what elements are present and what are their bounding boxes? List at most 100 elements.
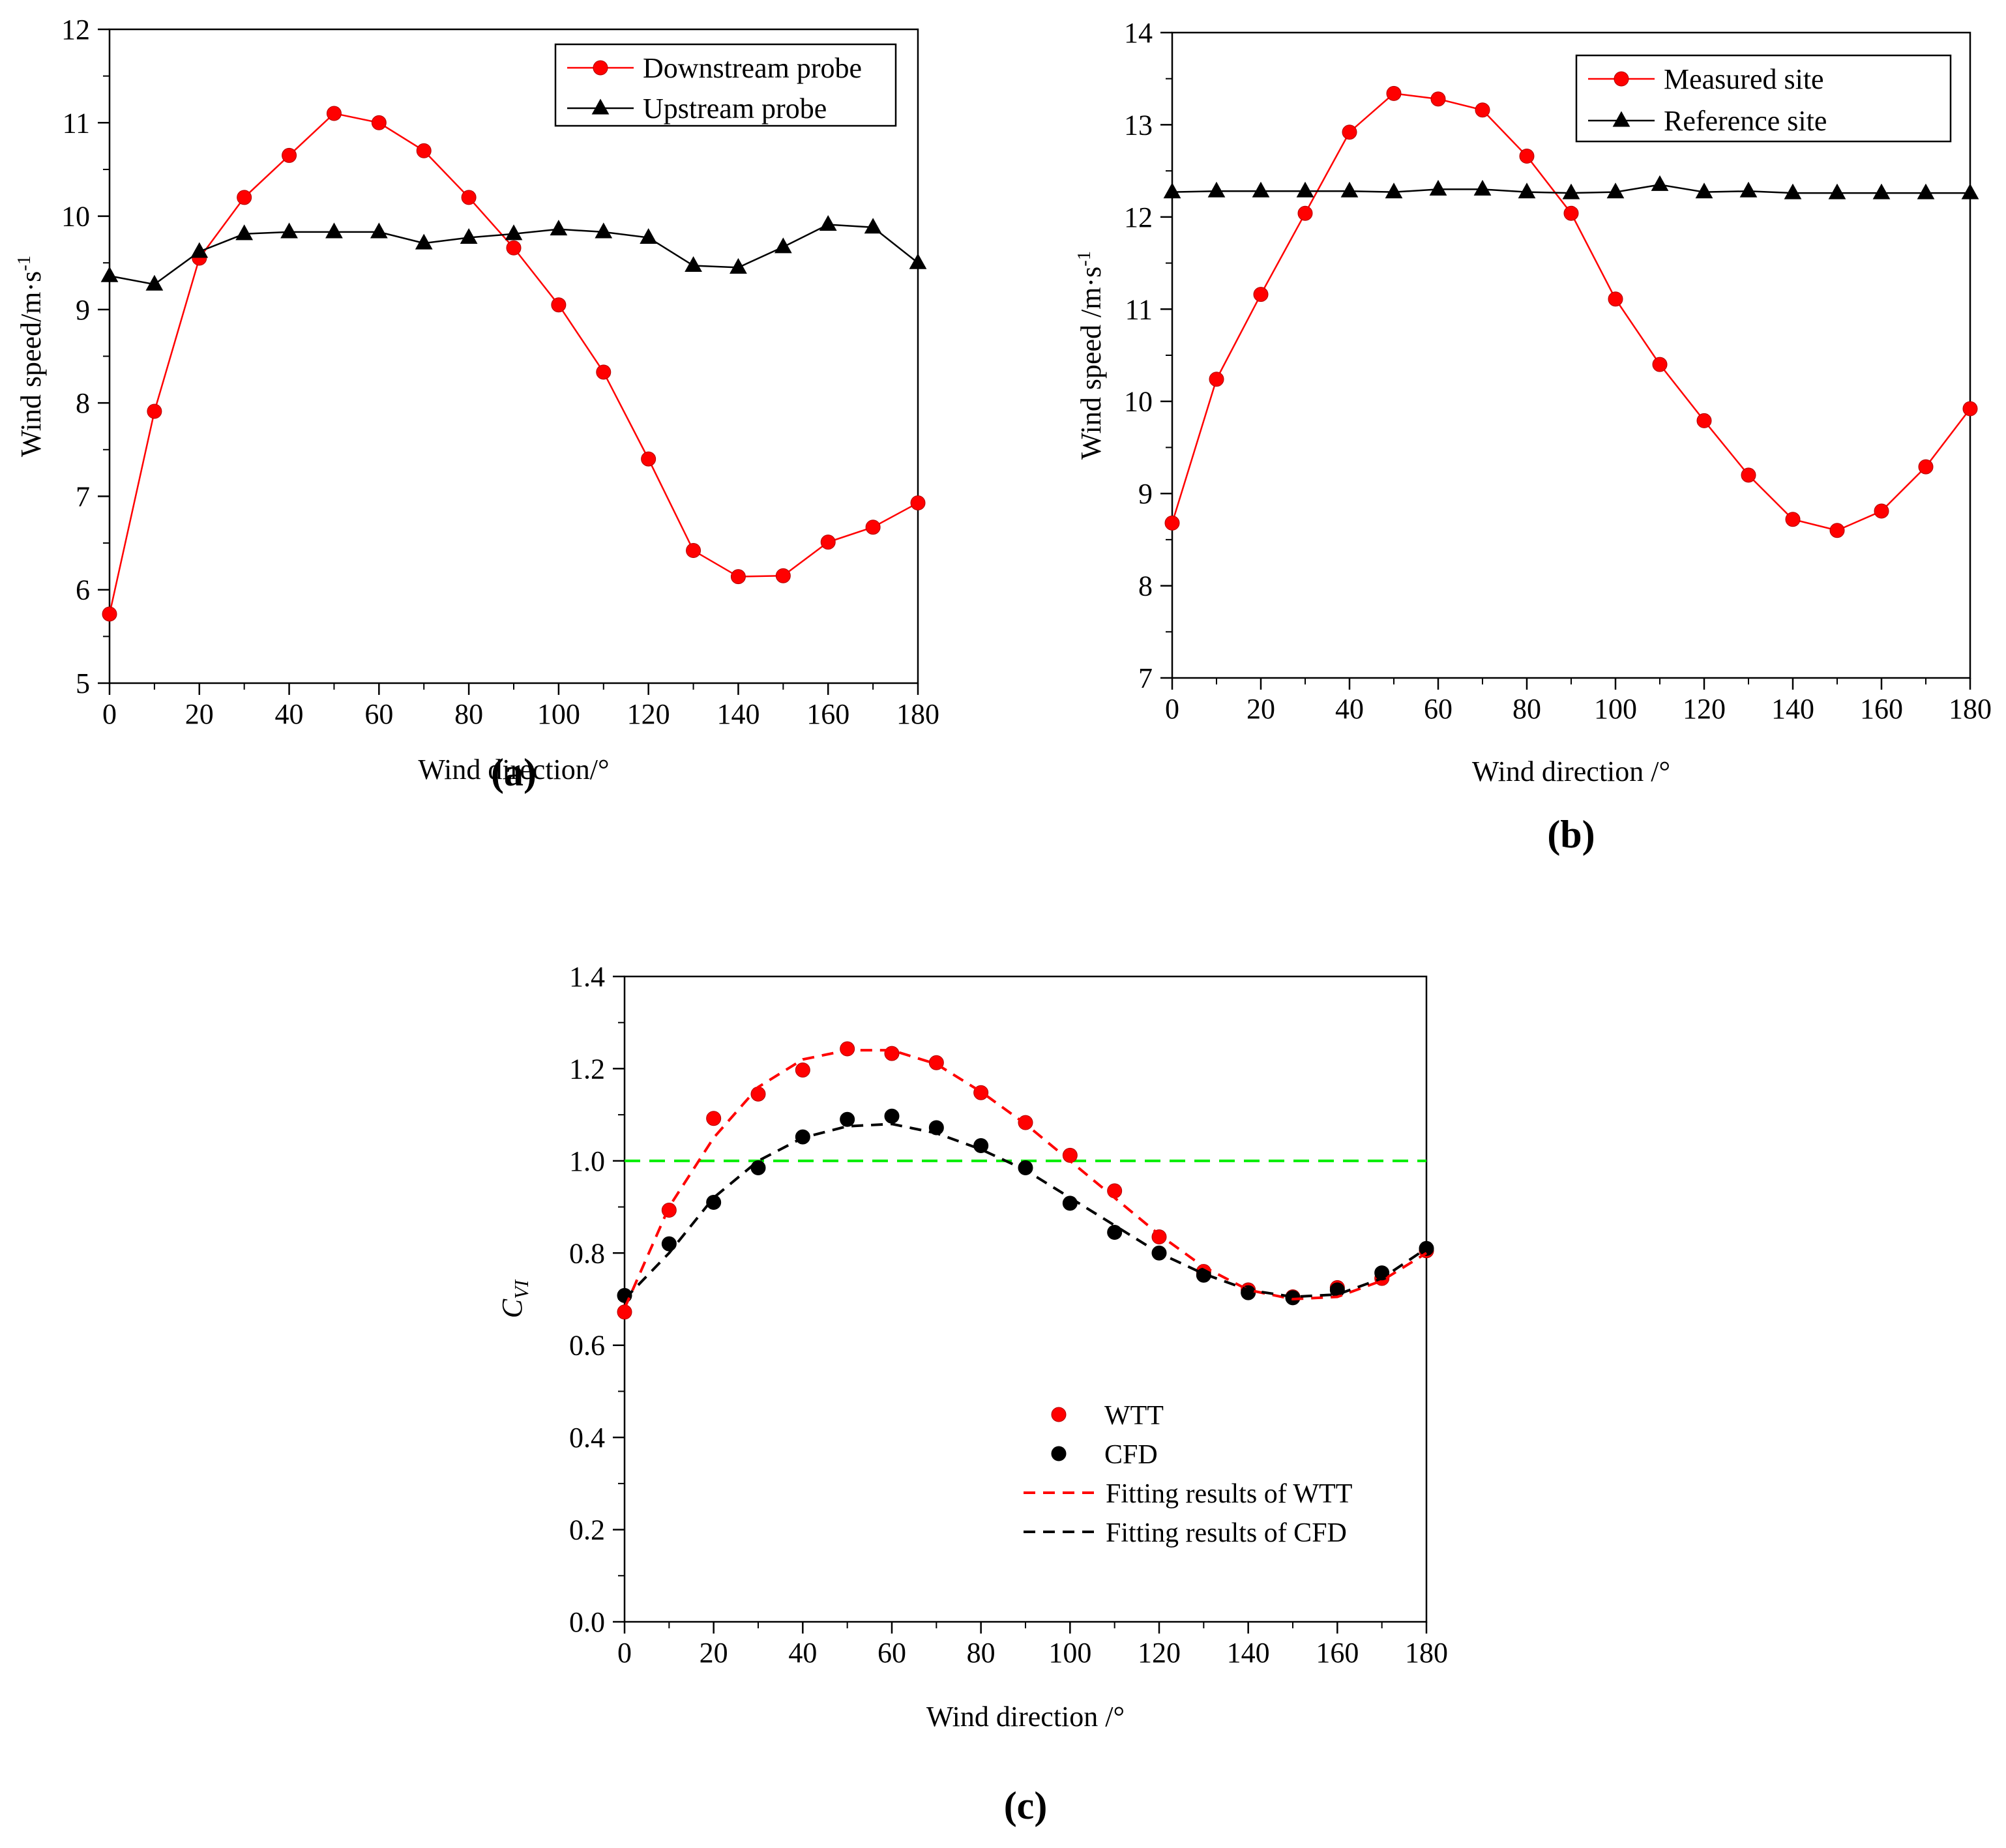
- y-axis-title: Wind speed /m·s-1: [1074, 251, 1107, 460]
- y-tick-label: 10: [61, 201, 90, 233]
- series-reference-site-point: [1385, 183, 1403, 199]
- series-measured-site-point: [1386, 85, 1402, 101]
- series-downstream-probe-point: [551, 297, 567, 313]
- series-wtt-point: [1107, 1183, 1123, 1199]
- series-downstream-probe-point: [730, 569, 746, 585]
- y-tick-label: 11: [63, 107, 90, 139]
- panel-2: CVI: [496, 975, 1434, 1634]
- legend-label: Fitting results of WTT: [1106, 1479, 1352, 1509]
- y-tick-label: 9: [1138, 478, 1153, 510]
- x-tick-label: 140: [716, 698, 760, 730]
- series-wtt-point: [840, 1041, 855, 1057]
- series-downstream-probe-point: [506, 240, 522, 256]
- series-measured-site-point: [1209, 372, 1224, 387]
- series-measured-site-point: [1253, 287, 1269, 302]
- series-measured-site-point: [1741, 467, 1756, 483]
- series-reference-site-point: [1961, 183, 1979, 199]
- x-tick-label: 100: [537, 698, 580, 730]
- series-downstream-probe-point: [102, 606, 117, 622]
- series-cfd-point: [884, 1108, 900, 1124]
- x-tick-label: 140: [1771, 693, 1814, 725]
- y-tick-label: 12: [1124, 201, 1153, 233]
- series-downstream-probe-point: [910, 495, 926, 510]
- series-downstream-probe-point: [641, 451, 656, 467]
- y-tick-label: 10: [1124, 386, 1153, 418]
- series-measured-site-point: [1519, 149, 1535, 164]
- panel-label: (b): [1547, 813, 1595, 856]
- x-tick-label: 100: [1594, 693, 1637, 725]
- series-downstream-probe-point: [461, 190, 477, 205]
- panel-label: (a): [491, 751, 537, 794]
- series-wtt-point: [884, 1046, 900, 1061]
- series-fitting-results-of-wtt-line: [623, 1049, 1428, 1309]
- x-tick-label: 100: [1048, 1637, 1091, 1669]
- series-reference-site-point: [1207, 181, 1226, 198]
- legend-marker: [1614, 71, 1629, 87]
- series-upstream-probe-point: [730, 257, 747, 274]
- x-tick-label: 180: [1405, 1637, 1448, 1669]
- series-upstream-probe-point: [909, 253, 927, 269]
- y-tick-label: 14: [1124, 17, 1153, 49]
- series-upstream-probe-point: [864, 218, 882, 234]
- series-reference-site-point: [1784, 183, 1802, 199]
- series-downstream-probe-point: [282, 147, 297, 163]
- series-downstream-probe-point: [596, 364, 612, 380]
- y-tick-label: 11: [1125, 293, 1153, 325]
- series-measured-site-point: [1785, 512, 1801, 527]
- x-tick-label: 140: [1227, 1637, 1270, 1669]
- series-upstream-probe-point: [774, 237, 792, 254]
- x-axis-title: Wind direction /°: [1472, 755, 1670, 787]
- series-reference-site-point: [1473, 179, 1492, 196]
- x-tick-label: 180: [1949, 693, 1992, 725]
- x-tick-label: 40: [275, 698, 304, 730]
- series-downstream-probe-point: [775, 568, 791, 583]
- y-axis-title-subscript: VI: [510, 1279, 533, 1299]
- legend-box: [554, 43, 897, 127]
- series-cfd-point: [1329, 1282, 1345, 1298]
- series-reference-site-point: [1828, 183, 1846, 199]
- series-upstream-probe-point: [595, 222, 613, 239]
- y-tick-label: 0.2: [569, 1514, 605, 1546]
- x-tick-label: 120: [627, 698, 670, 730]
- x-tick-label: 0: [1165, 693, 1179, 725]
- x-tick-label: 80: [967, 1637, 996, 1669]
- x-tick-label: 0: [617, 1637, 632, 1669]
- series-downstream-probe-point: [686, 543, 701, 559]
- y-axis-title-superscript: -1: [1074, 251, 1095, 267]
- series-upstream-probe-point: [685, 256, 702, 272]
- y-tick-label: 7: [76, 480, 90, 512]
- series-reference-site-point: [1252, 181, 1270, 198]
- series-downstream-probe-point: [147, 403, 162, 419]
- y-tick-label: 1.4: [569, 961, 605, 993]
- series-measured-site-point: [1608, 291, 1623, 307]
- series-downstream-probe-point: [416, 143, 432, 158]
- series-reference-site-point: [1340, 181, 1359, 198]
- series-measured-site-point: [1918, 459, 1934, 475]
- series-upstream-probe-point: [235, 224, 254, 241]
- series-upstream-probe-point: [819, 214, 837, 231]
- y-axis-title: CVI: [496, 1279, 533, 1318]
- panel-0: Wind speed/m·s-1: [14, 28, 927, 695]
- series-reference-site-point: [1651, 175, 1669, 191]
- x-tick-label: 60: [1424, 693, 1453, 725]
- y-tick-label: 1.0: [569, 1145, 605, 1177]
- legend-marker: [591, 98, 610, 115]
- legend-label: Reference site: [1664, 105, 1827, 137]
- series-upstream-probe-point: [100, 266, 119, 282]
- series-downstream-probe-line: [108, 112, 919, 615]
- legend-label: Upstream probe: [643, 93, 827, 125]
- series-measured-site-point: [1829, 523, 1845, 538]
- series-upstream-probe-point: [415, 233, 433, 250]
- x-tick-label: 20: [700, 1637, 728, 1669]
- series-upstream-probe-point: [505, 224, 523, 241]
- x-tick-label: 40: [788, 1637, 817, 1669]
- series-reference-site-point: [1518, 183, 1536, 199]
- series-wtt-point: [706, 1111, 722, 1126]
- series-cfd-point: [840, 1111, 855, 1127]
- series-reference-site-point: [1163, 183, 1181, 199]
- x-tick-label: 20: [185, 698, 214, 730]
- series-upstream-probe-point: [145, 274, 164, 291]
- y-tick-label: 13: [1124, 109, 1153, 141]
- series-cfd-point: [1107, 1224, 1123, 1240]
- series-reference-site-point: [1695, 183, 1713, 199]
